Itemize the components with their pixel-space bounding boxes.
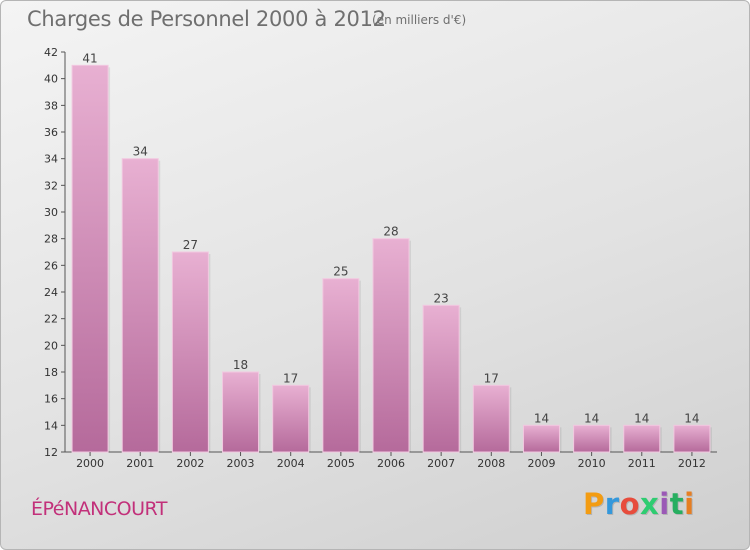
x-tick-label: 2009 [527, 457, 555, 470]
bar-value-label: 14 [584, 411, 599, 425]
x-tick-label: 2000 [76, 457, 104, 470]
bar-value-label: 23 [434, 291, 449, 305]
bar-value-label: 18 [233, 358, 248, 372]
bar-2009 [522, 424, 560, 453]
x-tick-label: 2003 [227, 457, 255, 470]
bar-2003 [222, 371, 260, 453]
bar-2005 [322, 278, 360, 453]
y-tick-label: 16 [44, 393, 58, 406]
bar-2006 [372, 238, 410, 453]
y-tick-label: 36 [44, 126, 58, 139]
y-tick-label: 38 [44, 99, 58, 112]
bar-2000 [71, 64, 109, 453]
y-tick-label: 26 [44, 259, 58, 272]
y-tick-label: 32 [44, 179, 58, 192]
x-axis-labels: 2000 2001 2002 2003 2004 2005 2006 2007 2008 2009… [76, 452, 706, 470]
x-tick-label: 2012 [678, 457, 706, 470]
y-tick-label: 20 [44, 339, 58, 352]
bar-2012 [673, 424, 711, 453]
bar-value-label: 28 [383, 225, 398, 239]
commune-name: ÉPéNANCOURT [31, 498, 167, 520]
bar-2002 [171, 251, 209, 453]
logo-letter: x [640, 487, 660, 521]
x-tick-label: 2004 [277, 457, 305, 470]
proxiti-logo: Proxiti [583, 487, 695, 521]
bar-2004 [272, 384, 310, 453]
bar-2001 [121, 158, 159, 453]
bar-value-label: 41 [82, 51, 97, 65]
y-tick-label: 14 [44, 419, 58, 432]
y-tick-label: 28 [44, 233, 58, 246]
x-tick-label: 2011 [628, 457, 656, 470]
chart-title: Charges de Personnel 2000 à 2012 [27, 7, 386, 31]
y-axis: 12 14 16 18 20 22 24 26 28 30 32 34 36 38 40 42 [44, 46, 717, 459]
logo-letter: i [659, 487, 670, 521]
x-tick-label: 2001 [126, 457, 154, 470]
bar-value-label: 25 [333, 265, 348, 279]
y-tick-label: 24 [44, 286, 58, 299]
bar-value-label: 17 [283, 371, 298, 385]
y-tick-label: 30 [44, 206, 58, 219]
y-tick-label: 12 [44, 446, 58, 459]
bar-2007 [422, 304, 460, 453]
logo-letter: t [669, 487, 685, 521]
bar-value-label: 27 [183, 238, 198, 252]
bar-2010 [573, 424, 611, 453]
y-tick-label: 40 [44, 73, 58, 86]
logo-letter: i [684, 487, 695, 521]
y-tick-label: 42 [44, 46, 58, 59]
logo-letter: P [583, 487, 605, 521]
bar-value-label: 14 [634, 411, 649, 425]
x-tick-label: 2007 [427, 457, 455, 470]
x-tick-label: 2008 [477, 457, 505, 470]
y-tick-label: 34 [44, 153, 58, 166]
bar-2008 [472, 384, 510, 453]
logo-letter: r [604, 487, 620, 521]
x-tick-label: 2002 [176, 457, 204, 470]
y-tick-label: 22 [44, 313, 58, 326]
x-tick-label: 2010 [578, 457, 606, 470]
logo-letter: o [619, 487, 641, 521]
bars: 41 34 27 18 17 25 28 23 17 14 14 14 14 [71, 51, 712, 453]
bar-2011 [623, 424, 661, 453]
x-tick-label: 2005 [327, 457, 355, 470]
chart-subtitle: (en milliers d'€) [372, 13, 467, 27]
bar-value-label: 14 [534, 411, 549, 425]
x-tick-label: 2006 [377, 457, 405, 470]
bar-value-label: 34 [133, 145, 148, 159]
bar-value-label: 17 [484, 371, 499, 385]
bar-value-label: 14 [684, 411, 699, 425]
y-tick-label: 18 [44, 366, 58, 379]
